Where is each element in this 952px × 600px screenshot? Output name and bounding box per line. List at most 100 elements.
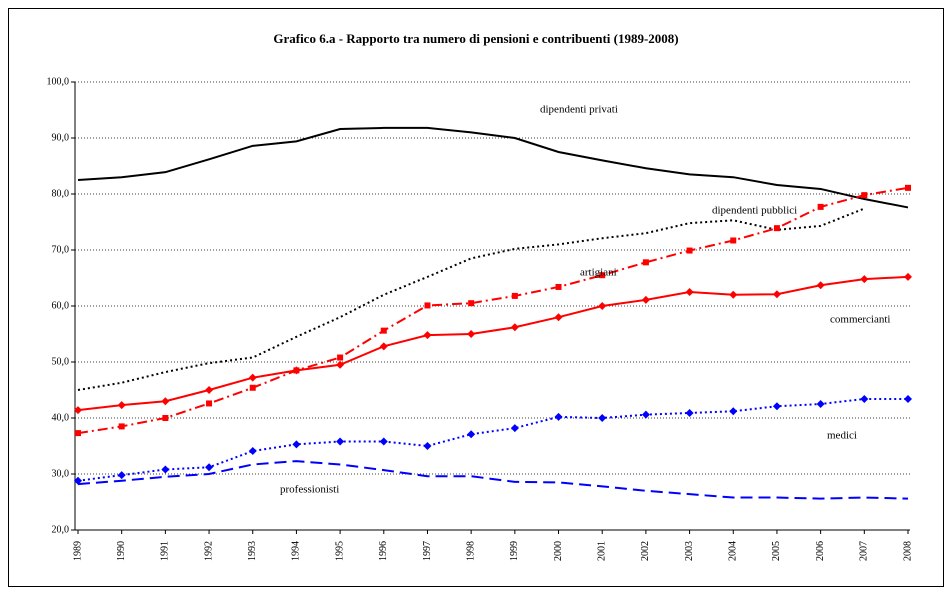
series-line bbox=[77, 126, 909, 209]
x-tick-label: 1995 bbox=[334, 541, 345, 561]
marker bbox=[510, 424, 519, 433]
y-tick-label: 40,0 bbox=[52, 412, 70, 423]
marker bbox=[685, 288, 694, 296]
marker bbox=[423, 442, 432, 450]
x-tick-label: 2000 bbox=[553, 541, 564, 561]
y-tick-label: 80,0 bbox=[52, 188, 70, 199]
marker bbox=[206, 400, 213, 407]
marker bbox=[905, 184, 911, 191]
marker bbox=[162, 415, 169, 421]
series-label: commercianti bbox=[830, 314, 890, 326]
chart-frame bbox=[8, 8, 944, 587]
marker bbox=[467, 430, 476, 439]
x-tick-label: 1996 bbox=[378, 541, 389, 561]
marker bbox=[74, 476, 82, 485]
series-line bbox=[77, 186, 909, 435]
marker bbox=[205, 386, 214, 394]
marker bbox=[860, 275, 869, 284]
y-tick-label: 100,0 bbox=[47, 76, 70, 87]
x-tick-label: 1999 bbox=[509, 541, 520, 561]
marker bbox=[773, 225, 780, 232]
y-tick-label: 30,0 bbox=[52, 468, 70, 479]
marker bbox=[729, 290, 738, 299]
series-label: dipendenti pubblici bbox=[712, 205, 797, 217]
x-tick-label: 1998 bbox=[465, 541, 476, 561]
marker bbox=[772, 290, 781, 299]
x-tick-label: 1993 bbox=[247, 541, 258, 561]
series-label: professionisti bbox=[280, 484, 339, 496]
marker bbox=[904, 272, 912, 281]
x-tick-label: 1997 bbox=[422, 541, 433, 561]
x-tick-label: 2005 bbox=[771, 541, 782, 561]
marker bbox=[554, 313, 563, 322]
marker bbox=[641, 295, 650, 304]
marker bbox=[292, 366, 301, 375]
marker bbox=[380, 327, 387, 334]
marker bbox=[817, 203, 824, 210]
series-line bbox=[77, 397, 908, 482]
marker bbox=[685, 408, 694, 417]
marker bbox=[730, 237, 737, 244]
marker bbox=[860, 394, 869, 403]
marker bbox=[641, 410, 650, 419]
marker bbox=[379, 437, 388, 446]
marker bbox=[161, 465, 170, 474]
marker bbox=[336, 360, 345, 369]
marker bbox=[337, 354, 344, 361]
x-tick-label: 1989 bbox=[72, 541, 83, 561]
marker bbox=[424, 302, 431, 309]
marker bbox=[249, 384, 256, 391]
marker bbox=[772, 402, 781, 411]
x-tick-label: 2001 bbox=[597, 541, 608, 561]
x-tick-label: 2002 bbox=[640, 541, 651, 561]
y-tick-label: 90,0 bbox=[52, 132, 70, 143]
y-tick-label: 60,0 bbox=[52, 300, 70, 311]
x-tick-label: 1992 bbox=[203, 541, 214, 561]
marker bbox=[554, 412, 563, 421]
x-tick-label: 2007 bbox=[859, 541, 870, 561]
x-tick-label: 1990 bbox=[116, 541, 127, 561]
marker bbox=[861, 192, 868, 199]
series-label: artigiani bbox=[580, 267, 617, 279]
x-tick-label: 2006 bbox=[815, 541, 826, 561]
marker bbox=[292, 440, 301, 449]
marker bbox=[248, 373, 257, 382]
marker bbox=[816, 281, 825, 290]
marker bbox=[467, 330, 476, 338]
y-tick-label: 50,0 bbox=[52, 356, 70, 367]
x-tick-label: 2003 bbox=[684, 541, 695, 561]
marker bbox=[118, 423, 125, 430]
x-tick-label: 1991 bbox=[160, 541, 171, 561]
marker bbox=[598, 414, 607, 422]
marker bbox=[161, 397, 170, 406]
chart-title: Grafico 6.a - Rapporto tra numero di pen… bbox=[273, 31, 678, 46]
marker bbox=[248, 447, 257, 456]
y-tick-label: 70,0 bbox=[52, 244, 70, 255]
x-tick-label: 1994 bbox=[291, 541, 302, 561]
marker bbox=[468, 300, 475, 307]
marker bbox=[117, 471, 126, 480]
x-tick-label: 2004 bbox=[728, 541, 739, 561]
marker bbox=[205, 463, 214, 472]
marker bbox=[816, 400, 825, 408]
marker bbox=[336, 437, 345, 446]
y-tick-label: 20,0 bbox=[52, 524, 70, 535]
marker bbox=[686, 247, 693, 254]
marker bbox=[598, 302, 607, 310]
series-label: medici bbox=[827, 430, 857, 442]
marker bbox=[642, 259, 649, 266]
marker bbox=[117, 401, 126, 410]
series-label: dipendenti privati bbox=[540, 104, 618, 116]
series-line bbox=[77, 460, 909, 500]
marker bbox=[379, 342, 388, 351]
marker bbox=[423, 331, 432, 340]
marker bbox=[599, 272, 606, 279]
marker bbox=[74, 406, 82, 415]
marker bbox=[555, 283, 562, 290]
series-line bbox=[77, 275, 909, 412]
marker bbox=[729, 407, 738, 416]
marker bbox=[510, 323, 519, 332]
marker bbox=[75, 430, 81, 437]
x-tick-label: 2008 bbox=[902, 541, 913, 561]
